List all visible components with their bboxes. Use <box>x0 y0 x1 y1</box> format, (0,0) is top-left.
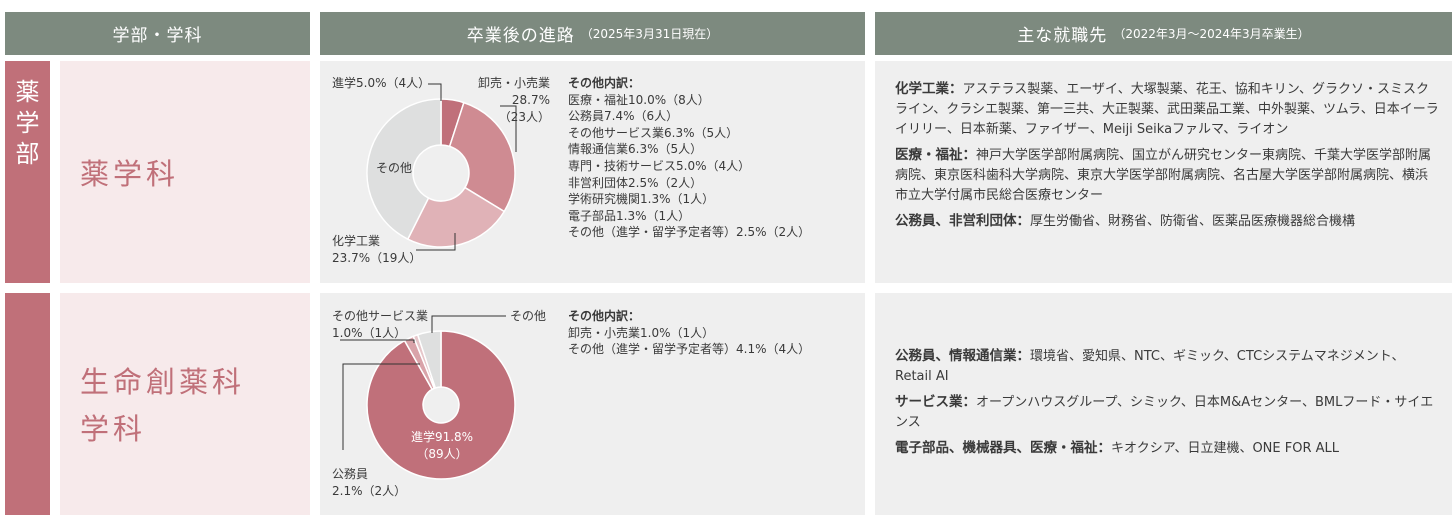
employer-names: オープンハウスグループ、シミック、日本M&Aセンター、BMLフード・サイエンス <box>895 395 1434 430</box>
donut-chart-pharmacy <box>366 83 517 251</box>
employer-entry: 医療・福祉：神戸大学医学部附属病院、国立がん研究センター東病院、千葉大学医学部附… <box>895 145 1440 206</box>
others-breakdown: その他内訳： 医療・福祉10.0%（8人） 公務員7.4%（6人） その他サービ… <box>568 75 810 241</box>
donut-chart-life-science <box>340 315 516 480</box>
header-faculty: 学部・学科 <box>5 12 310 55</box>
label-oroshi: 卸売・小売業 28.7% （23人） <box>477 76 550 124</box>
employers-panel-pharmacy: 化学工業：アステラス製薬、エーザイ、大塚製薬、花王、協和キリン、グラクソ・スミス… <box>875 61 1452 283</box>
others-item: 非営利団体2.5%（2人） <box>568 175 703 190</box>
employer-category: サービス業： <box>895 394 976 410</box>
leader-line-service <box>340 339 415 343</box>
label-shingaku: 進学5.0%（4人） <box>332 76 431 90</box>
employer-entry: 公務員、非営利団体：厚生労働省、財務省、防衛省、医薬品医療機器総合機構 <box>895 211 1440 232</box>
faculty-char: 部 <box>15 140 40 168</box>
department-cell: 生命創薬科学科 <box>60 293 310 515</box>
header-employers-note: （2022年3月～2024年3月卒業生） <box>1113 27 1310 41</box>
label-koumuin: 公務員 2.1%（2人） <box>332 467 407 498</box>
department-name: 薬学科 <box>80 157 180 191</box>
employer-entry: 公務員、情報通信業：環境省、愛知県、NTC、ギミック、CTCシステムマネジメント… <box>895 346 1440 387</box>
leader-line-sonota <box>431 315 506 333</box>
employer-names: 厚生労働省、財務省、防衛省、医薬品医療機器総合機構 <box>1030 214 1356 229</box>
others-item: 専門・技術サービス5.0%（4人） <box>568 158 751 173</box>
others-breakdown: その他内訳： 卸売・小売業1.0%（1人） その他（進学・留学予定者等）4.1%… <box>568 308 810 358</box>
header-employers-label: 主な就職先 <box>1017 26 1108 46</box>
faculty-char: 学 <box>15 109 40 137</box>
employer-names: キオクシア、日立建機、ONE FOR ALL <box>1111 441 1339 456</box>
header-faculty-label: 学部・学科 <box>112 26 203 46</box>
faculty-label: 薬 学 部 <box>5 61 50 283</box>
employer-category: 公務員、情報通信業： <box>895 348 1030 364</box>
others-item: 医療・福祉10.0%（8人） <box>568 92 710 107</box>
department-name: 生命創薬科学科 <box>80 365 246 446</box>
employer-names: 環境省、愛知県、NTC、ギミック、CTCシステムマネジメント、Retail AI <box>895 349 1405 384</box>
donut-slice-4 <box>366 98 442 241</box>
others-title: その他内訳： <box>568 76 641 90</box>
faculty-bar <box>5 293 50 515</box>
header-employers: 主な就職先 （2022年3月～2024年3月卒業生） <box>875 12 1452 55</box>
others-item: 学術研究機関1.3%（1人） <box>568 192 715 207</box>
employer-entry: サービス業：オープンハウスグループ、シミック、日本M&Aセンター、BMLフード・… <box>895 392 1440 433</box>
donut-slice-2 <box>448 101 516 213</box>
employer-entry: 化学工業：アステラス製薬、エーザイ、大塚製薬、花王、協和キリン、グラクソ・スミス… <box>895 79 1440 140</box>
leader-line-shingaku <box>428 83 442 101</box>
employer-category: 公務員、非営利団体： <box>895 213 1030 229</box>
others-title: その他内訳： <box>568 309 641 323</box>
label-shingaku: 進学91.8% （89人） <box>410 430 474 461</box>
header-career: 卒業後の進路 （2025年3月31日現在） <box>320 12 865 55</box>
others-item: その他（進学・留学予定者等）2.5%（2人） <box>568 225 811 240</box>
header-career-label: 卒業後の進路 <box>466 26 575 46</box>
department-cell: 薬学科 <box>60 61 310 283</box>
employers-list: 化学工業：アステラス製薬、エーザイ、大塚製薬、花王、協和キリン、グラクソ・スミス… <box>895 79 1440 237</box>
label-kagaku: 化学工業 23.7%（19人） <box>332 234 422 265</box>
label-service: その他サービス業 1.0%（1人） <box>332 309 429 340</box>
employer-entry: 電子部品、機械器具、医療・福祉：キオクシア、日立建機、ONE FOR ALL <box>895 438 1440 459</box>
label-sonota: その他 <box>510 309 547 323</box>
others-item: 電子部品1.3%（1人） <box>568 208 691 223</box>
employer-category: 医療・福祉： <box>895 147 976 163</box>
leader-line-oroshi <box>500 105 517 152</box>
employer-category: 化学工業： <box>895 81 963 97</box>
leader-line-koumuin <box>342 363 420 450</box>
donut-slice-4 <box>416 330 442 389</box>
employers-list: 公務員、情報通信業：環境省、愛知県、NTC、ギミック、CTCシステムマネジメント… <box>895 346 1440 464</box>
donut-slice-3 <box>406 186 506 248</box>
leader-line-kagaku <box>416 233 456 251</box>
employer-category: 電子部品、機械器具、医療・福祉： <box>895 440 1111 456</box>
employer-names: 神戸大学医学部附属病院、国立がん研究センター東病院、千葉大学医学部附属病院、東京… <box>895 148 1432 203</box>
others-item: その他（進学・留学予定者等）4.1%（4人） <box>568 342 811 357</box>
others-item: 公務員7.4%（6人） <box>568 109 679 124</box>
label-sonota: その他 <box>376 161 413 175</box>
career-panel-pharmacy: 進学5.0%（4人） 卸売・小売業 28.7% （23人） 化学工業 23.7%… <box>320 61 865 283</box>
employers-panel-life-science: 公務員、情報通信業：環境省、愛知県、NTC、ギミック、CTCシステムマネジメント… <box>875 293 1452 515</box>
others-item: その他サービス業6.3%（5人） <box>568 125 739 140</box>
employer-names: アステラス製薬、エーザイ、大塚製薬、花王、協和キリン、グラクソ・スミスクライン、… <box>895 82 1439 137</box>
faculty-char: 薬 <box>15 78 40 106</box>
career-panel-life-science: その他サービス業 1.0%（1人） その他 公務員 2.1%（2人） 進学91.… <box>320 293 865 515</box>
header-career-note: （2025年3月31日現在） <box>580 27 719 41</box>
donut-slice-1 <box>366 330 516 480</box>
others-item: 情報通信業6.3%（5人） <box>568 142 703 157</box>
others-item: 卸売・小売業1.0%（1人） <box>568 325 715 340</box>
